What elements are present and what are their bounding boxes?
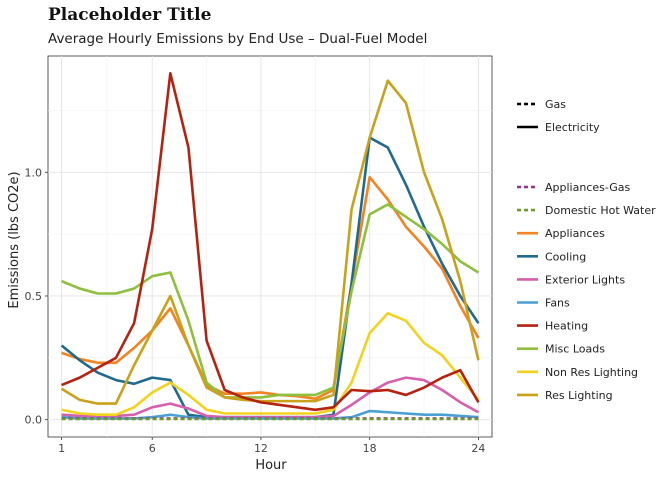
x-tick-label: 18 (363, 442, 377, 455)
series-lines (60, 72, 480, 421)
x-axis-ticks: 1 6 12 18 24 (58, 437, 485, 455)
plot-panel (47, 55, 493, 438)
series-legend-label: Misc Loads (545, 343, 605, 356)
x-tick-label: 1 (58, 442, 65, 455)
y-tick-label: 0.5 (25, 290, 43, 303)
chart-title: Placeholder Title (48, 5, 212, 25)
series-legend-label: Appliances (545, 227, 605, 240)
series-legend: Appliances-Gas Domestic Hot Water Applianc… (517, 181, 656, 402)
series-legend-label: Fans (545, 297, 570, 310)
series-line-fans (61, 409, 479, 420)
y-axis-ticks: 0.0 0.5 1.0 (25, 166, 48, 427)
series-legend-label: Appliances-Gas (545, 181, 630, 194)
chart-subtitle: Average Hourly Emissions by End Use – Du… (48, 31, 427, 47)
x-axis-label: Hour (255, 458, 287, 473)
series-legend-label: Non Res Lighting (545, 366, 638, 379)
series-legend-label: Domestic Hot Water (545, 204, 656, 217)
series-legend-label: Cooling (545, 250, 586, 263)
series-line-res-lighting (60, 79, 480, 405)
fuel-legend: Gas Electricity (517, 98, 600, 134)
series-line-heating (61, 72, 480, 412)
y-tick-label: 1.0 (25, 166, 43, 179)
series-line-misc-loads (61, 203, 480, 399)
series-legend-label: Res Lighting (545, 389, 613, 402)
fuel-legend-label: Electricity (545, 121, 600, 134)
plot-grid (47, 55, 493, 438)
x-tick-label: 6 (149, 442, 156, 455)
series-legend-label: Exterior Lights (545, 273, 625, 286)
series-line-non-res-lighting (61, 311, 480, 417)
series-legend-label: Heating (545, 320, 588, 333)
fuel-legend-label: Gas (545, 98, 566, 111)
x-tick-label: 24 (471, 442, 485, 455)
series-line-appliances (61, 175, 480, 400)
y-tick-label: 0.0 (25, 414, 43, 427)
y-axis-label: Emissions (lbs CO2e) (7, 171, 22, 308)
x-tick-label: 12 (254, 442, 268, 455)
